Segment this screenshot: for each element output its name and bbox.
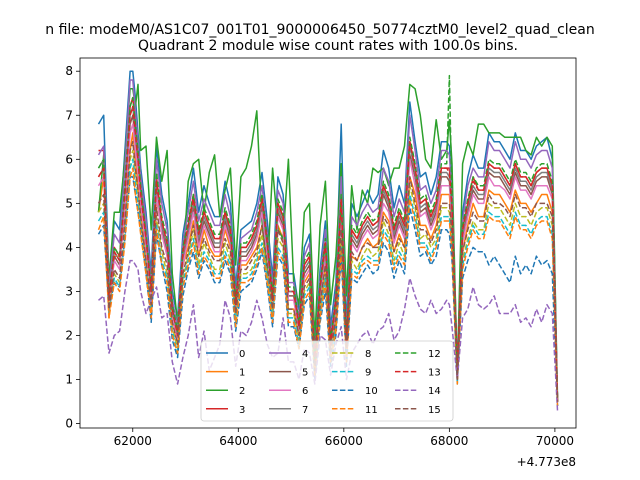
y-tick-label: 3 <box>65 284 73 298</box>
series-line-14 <box>98 259 559 411</box>
series-line-15 <box>97 140 559 402</box>
y-tick-label: 1 <box>65 373 73 387</box>
legend-label-10: 10 <box>365 386 378 397</box>
legend-label-4: 4 <box>302 349 308 360</box>
series-line-4 <box>97 79 559 402</box>
y-tick-label: 0 <box>65 417 73 431</box>
y-tick-label: 5 <box>65 196 73 210</box>
y-tick-label: 7 <box>65 108 73 122</box>
y-tick-label: 4 <box>65 240 73 254</box>
series-line-12 <box>97 74 559 402</box>
y-tick-label: 8 <box>65 64 73 78</box>
figure-suptitle: n file: modeM0/AS1C07_001T01_9000006450_… <box>45 22 594 38</box>
legend-label-0: 0 <box>239 349 245 360</box>
plot-frame <box>79 57 577 429</box>
legend-label-13: 13 <box>428 368 441 379</box>
legend-label-15: 15 <box>428 405 441 416</box>
series-line-13 <box>97 105 559 402</box>
x-axis: 62000 64000 66000 68000 70000 <box>114 428 574 448</box>
legend-label-2: 2 <box>239 386 245 397</box>
legend-box <box>200 340 454 422</box>
legend-label-6: 6 <box>302 386 308 397</box>
legend-label-7: 7 <box>302 405 308 416</box>
series-line-0 <box>97 70 559 402</box>
chart-title: Quadrant 2 module wise count rates with … <box>138 38 518 54</box>
legend-label-3: 3 <box>239 405 245 416</box>
legend-label-1: 1 <box>239 368 245 379</box>
legend-label-14: 14 <box>428 386 441 397</box>
legend-label-8: 8 <box>365 349 371 360</box>
legend-label-12: 12 <box>428 349 441 360</box>
x-tick-label: 68000 <box>430 434 468 448</box>
series-line-8 <box>97 149 559 402</box>
x-tick-label: 66000 <box>325 434 363 448</box>
legend-label-9: 9 <box>365 368 371 379</box>
series-line-11 <box>97 167 559 407</box>
series-line-9 <box>97 158 559 407</box>
x-tick-label: 64000 <box>219 434 257 448</box>
x-tick-label: 62000 <box>114 434 152 448</box>
y-tick-label: 2 <box>65 329 73 343</box>
x-offset-text: +4.773e8 <box>517 455 576 469</box>
series-layer <box>97 70 559 411</box>
y-tick-label: 6 <box>65 152 73 166</box>
legend-label-11: 11 <box>365 405 378 416</box>
series-line-2 <box>97 83 559 398</box>
x-tick-label: 70000 <box>536 434 574 448</box>
legend-label-5: 5 <box>302 368 308 379</box>
y-axis: 0 1 2 3 4 5 6 7 8 <box>65 64 80 431</box>
